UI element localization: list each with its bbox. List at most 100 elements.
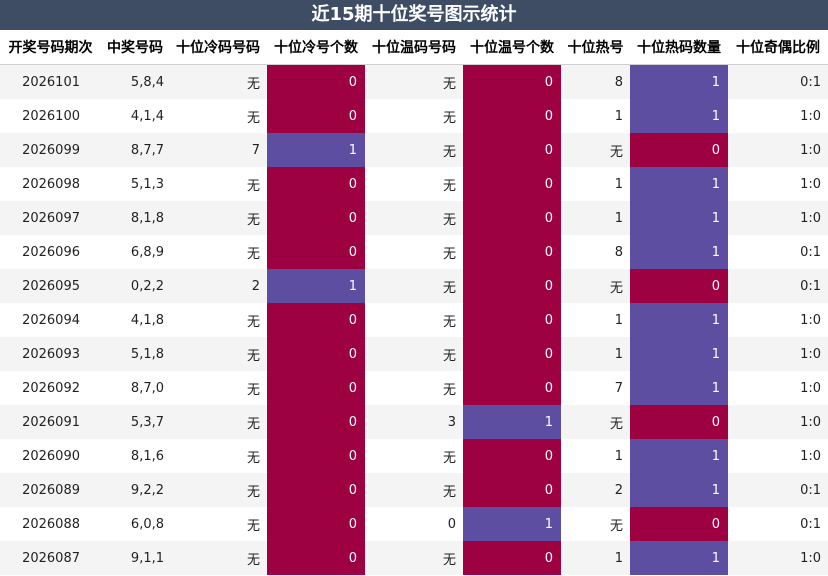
issue-cell: 2026099	[0, 133, 101, 167]
header-cold-count: 十位冷号个数	[267, 30, 365, 65]
issue-cell: 2026094	[0, 303, 101, 337]
hot-code-cell: 7	[561, 371, 630, 405]
hot-code-cell: 无	[561, 507, 630, 541]
warm-count-cell: 0	[463, 133, 561, 167]
cold-code-cell: 无	[169, 439, 267, 473]
header-warm-code: 十位温码号码	[365, 30, 463, 65]
cold-code-cell: 2	[169, 269, 267, 303]
warm-count-cell: 0	[463, 439, 561, 473]
hot-count-cell: 0	[630, 133, 728, 167]
parity-ratio-cell: 1:0	[728, 167, 828, 201]
issue-cell: 2026087	[0, 541, 101, 575]
cold-count-cell: 0	[267, 405, 365, 439]
draw-cell: 4,1,4	[101, 99, 169, 133]
cold-count-cell: 0	[267, 303, 365, 337]
table-row: 2026096 6,8,9 无 0 无 0 8 1 0:1	[0, 235, 828, 269]
cold-code-cell: 7	[169, 133, 267, 167]
parity-ratio-cell: 0:1	[728, 507, 828, 541]
table-row: 2026099 8,7,7 7 1 无 0 无 0 1:0	[0, 133, 828, 167]
issue-cell: 2026092	[0, 371, 101, 405]
cold-code-cell: 无	[169, 235, 267, 269]
draw-cell: 6,8,9	[101, 235, 169, 269]
issue-cell: 2026089	[0, 473, 101, 507]
hot-code-cell: 1	[561, 337, 630, 371]
hot-count-cell: 0	[630, 507, 728, 541]
draw-cell: 9,2,2	[101, 473, 169, 507]
issue-cell: 2026098	[0, 167, 101, 201]
cold-count-cell: 1	[267, 269, 365, 303]
warm-code-cell: 无	[365, 201, 463, 235]
parity-ratio-cell: 0:1	[728, 473, 828, 507]
parity-ratio-cell: 1:0	[728, 405, 828, 439]
table-row: 2026101 5,8,4 无 0 无 0 8 1 0:1	[0, 64, 828, 99]
warm-count-cell: 0	[463, 269, 561, 303]
hot-code-cell: 2	[561, 473, 630, 507]
warm-count-cell: 0	[463, 64, 561, 99]
issue-cell: 2026088	[0, 507, 101, 541]
hot-code-cell: 8	[561, 235, 630, 269]
hot-code-cell: 1	[561, 99, 630, 133]
hot-count-cell: 1	[630, 201, 728, 235]
issue-cell: 2026100	[0, 99, 101, 133]
header-hot-count: 十位热码数量	[630, 30, 728, 65]
cold-code-cell: 无	[169, 303, 267, 337]
draw-cell: 5,3,7	[101, 405, 169, 439]
hot-count-cell: 1	[630, 64, 728, 99]
cold-count-cell: 0	[267, 371, 365, 405]
issue-cell: 2026101	[0, 64, 101, 99]
parity-ratio-cell: 0:1	[728, 269, 828, 303]
cold-code-cell: 无	[169, 167, 267, 201]
hot-count-cell: 1	[630, 439, 728, 473]
draw-cell: 9,1,1	[101, 541, 169, 575]
warm-code-cell: 无	[365, 473, 463, 507]
table-row: 2026090 8,1,6 无 0 无 0 1 1 1:0	[0, 439, 828, 473]
page-title: 近15期十位奖号图示统计	[0, 0, 828, 30]
draw-cell: 8,7,0	[101, 371, 169, 405]
cold-code-cell: 无	[169, 201, 267, 235]
issue-cell: 2026093	[0, 337, 101, 371]
cold-count-cell: 1	[267, 133, 365, 167]
issue-cell: 2026090	[0, 439, 101, 473]
hot-count-cell: 1	[630, 541, 728, 575]
warm-code-cell: 无	[365, 235, 463, 269]
table-row: 2026098 5,1,3 无 0 无 0 1 1 1:0	[0, 167, 828, 201]
cold-count-cell: 0	[267, 167, 365, 201]
table-row: 2026088 6,0,8 无 0 0 1 无 0 0:1	[0, 507, 828, 541]
warm-code-cell: 0	[365, 507, 463, 541]
parity-ratio-cell: 1:0	[728, 201, 828, 235]
hot-count-cell: 1	[630, 473, 728, 507]
issue-cell: 2026091	[0, 405, 101, 439]
hot-code-cell: 1	[561, 439, 630, 473]
header-hot-code: 十位热号	[561, 30, 630, 65]
table-row: 2026100 4,1,4 无 0 无 0 1 1 1:0	[0, 99, 828, 133]
warm-count-cell: 1	[463, 405, 561, 439]
hot-code-cell: 1	[561, 541, 630, 575]
hot-code-cell: 8	[561, 64, 630, 99]
warm-code-cell: 无	[365, 371, 463, 405]
cold-count-cell: 0	[267, 99, 365, 133]
cold-count-cell: 0	[267, 337, 365, 371]
hot-count-cell: 0	[630, 269, 728, 303]
hot-count-cell: 1	[630, 99, 728, 133]
table-row: 2026089 9,2,2 无 0 无 0 2 1 0:1	[0, 473, 828, 507]
table-row: 2026091 5,3,7 无 0 3 1 无 0 1:0	[0, 405, 828, 439]
table-row: 2026093 5,1,8 无 0 无 0 1 1 1:0	[0, 337, 828, 371]
stats-table: 开奖号码期次 中奖号码 十位冷码号码 十位冷号个数 十位温码号码 十位温号个数 …	[0, 30, 828, 575]
cold-code-cell: 无	[169, 507, 267, 541]
hot-count-cell: 0	[630, 405, 728, 439]
table-row: 2026094 4,1,8 无 0 无 0 1 1 1:0	[0, 303, 828, 337]
cold-count-cell: 0	[267, 541, 365, 575]
warm-code-cell: 无	[365, 541, 463, 575]
warm-code-cell: 无	[365, 303, 463, 337]
warm-code-cell: 无	[365, 99, 463, 133]
table-row: 2026095 0,2,2 2 1 无 0 无 0 0:1	[0, 269, 828, 303]
hot-code-cell: 无	[561, 269, 630, 303]
cold-code-cell: 无	[169, 99, 267, 133]
warm-count-cell: 0	[463, 201, 561, 235]
parity-ratio-cell: 1:0	[728, 99, 828, 133]
issue-cell: 2026096	[0, 235, 101, 269]
draw-cell: 5,8,4	[101, 64, 169, 99]
warm-code-cell: 无	[365, 64, 463, 99]
parity-ratio-cell: 1:0	[728, 337, 828, 371]
cold-code-cell: 无	[169, 64, 267, 99]
